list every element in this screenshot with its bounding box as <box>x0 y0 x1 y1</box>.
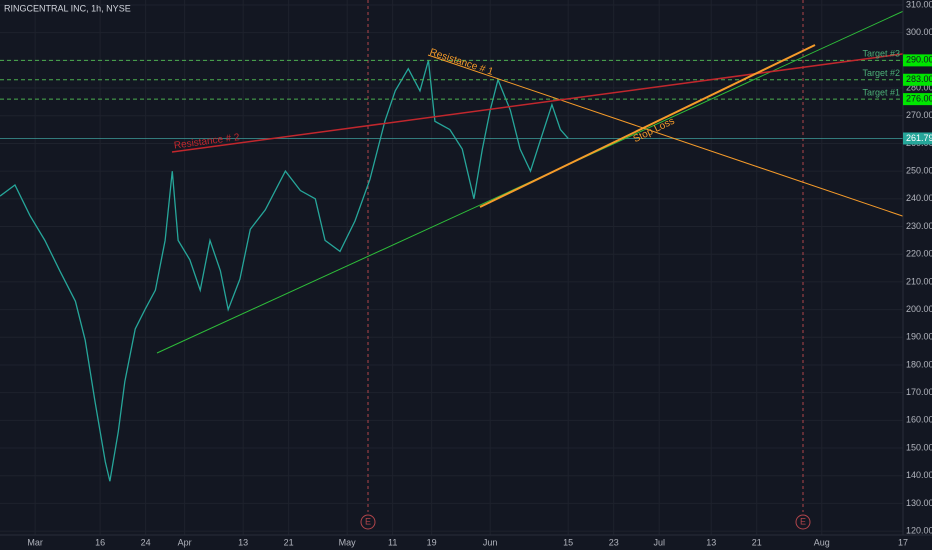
stop-loss-channel <box>479 44 816 208</box>
resistance-2-line <box>171 49 932 153</box>
price-tag-label: 276.00 <box>906 94 932 104</box>
earnings-label: E <box>800 516 806 526</box>
series <box>0 59 903 482</box>
overlay: 120.00 130.00 140.00 150.00 160.00 170.00 180.… <box>27 0 932 547</box>
y-tick-label: 180.00 <box>906 359 932 369</box>
target-name: Target #2 <box>862 68 900 78</box>
x-tick-label: Jun <box>483 537 498 547</box>
x-tick-label: Jul <box>653 537 665 547</box>
x-tick-label: 17 <box>898 537 908 547</box>
price-tag <box>903 132 932 145</box>
y-tick-label: 280.00 <box>906 82 932 92</box>
y-tick-label: 270.00 <box>906 110 932 120</box>
y-tick-label: 310.00 <box>906 0 932 9</box>
earnings-marker[interactable] <box>360 514 376 530</box>
price-tag-label: 290.00 <box>906 55 932 65</box>
y-tick-label: 240.00 <box>906 193 932 203</box>
chart-title: RINGCENTRAL INC, 1h, NYSE <box>4 3 131 13</box>
x-tick-label: 21 <box>284 537 294 547</box>
x-tick-label: 23 <box>609 537 619 547</box>
x-tick-label: May <box>339 537 357 547</box>
price-tag-label: 283.00 <box>906 74 932 84</box>
x-tick-label: Aug <box>814 537 830 547</box>
price-tag <box>903 73 932 86</box>
x-tick-label: Mar <box>27 537 43 547</box>
price-tag-label: 261.79 <box>906 133 932 143</box>
resistance-1-line <box>427 54 932 227</box>
target-name: Target #1 <box>862 88 900 98</box>
y-tick-label: 300.00 <box>906 27 932 37</box>
y-tick-label: 210.00 <box>906 276 932 286</box>
y-tick-label: 170.00 <box>906 387 932 397</box>
y-tick-label: 140.00 <box>906 470 932 480</box>
y-tick-label: 160.00 <box>906 415 932 425</box>
y-tick-label: 150.00 <box>906 442 932 452</box>
y-tick-label: 230.00 <box>906 221 932 231</box>
x-tick-label: 19 <box>427 537 437 547</box>
price-tag <box>903 93 932 106</box>
y-tick-label: 250.00 <box>906 166 932 176</box>
x-tick-label: 13 <box>706 537 716 547</box>
x-tick-label: 16 <box>95 537 105 547</box>
y-tick-label: 190.00 <box>906 332 932 342</box>
price-tag <box>903 54 932 67</box>
x-tick-label: 13 <box>238 537 248 547</box>
y-tick-label: 130.00 <box>906 498 932 508</box>
x-tick-label: 11 <box>388 537 397 547</box>
x-tick-label: Apr <box>178 537 192 547</box>
earnings-marker[interactable] <box>795 514 811 530</box>
earnings-label: E <box>365 516 371 526</box>
y-tick-label: 200.00 <box>906 304 932 314</box>
y-tick-label: 220.00 <box>906 249 932 259</box>
y-tick-label: 120.00 <box>906 525 932 535</box>
price-axis <box>903 0 932 550</box>
target-name: Target #3 <box>862 49 900 59</box>
x-tick-label: 21 <box>752 537 762 547</box>
x-tick-label: 24 <box>141 537 151 547</box>
price-line <box>0 60 569 482</box>
x-tick-label: 15 <box>563 537 573 547</box>
